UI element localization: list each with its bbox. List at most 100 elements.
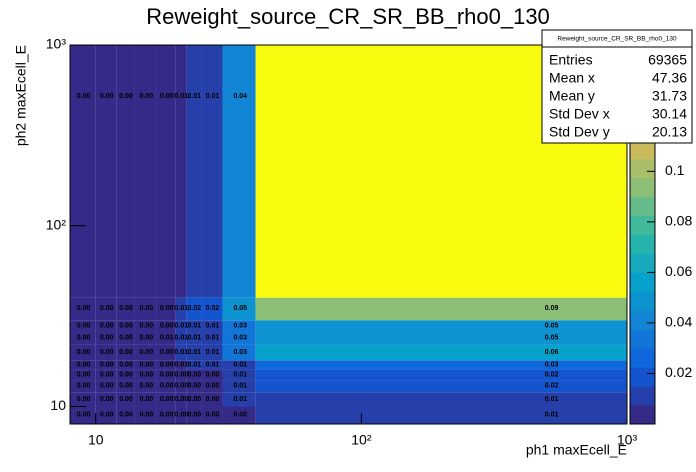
cell — [156, 344, 176, 361]
cell — [95, 45, 117, 298]
cell — [156, 297, 176, 321]
cell-label: 0.00 — [100, 335, 114, 342]
cell-label: 0.00 — [139, 93, 153, 100]
cell-label: 0.01 — [187, 335, 201, 342]
stats-label: Mean x — [549, 70, 595, 86]
cell-label: 0.00 — [77, 383, 91, 390]
cell — [175, 331, 187, 345]
cell — [134, 45, 157, 298]
x-tick-label: 10² — [351, 432, 372, 448]
cell-label: 0.00 — [77, 349, 91, 356]
cell-label: 0.00 — [139, 323, 153, 330]
cell — [255, 297, 627, 321]
cell — [186, 331, 202, 345]
cell — [116, 369, 135, 381]
cell — [175, 320, 187, 332]
stats-frame — [541, 29, 693, 144]
colorbar-band — [630, 177, 655, 198]
colorbar-band — [630, 291, 655, 311]
cell-label: 0.01 — [233, 383, 247, 390]
cell — [186, 320, 202, 332]
cell-label: 0.00 — [119, 383, 133, 390]
cell-label: 0.00 — [77, 372, 91, 379]
cell — [186, 344, 202, 361]
cell-label: 0.00 — [187, 412, 201, 419]
cell-label: 0.00 — [139, 383, 153, 390]
cell — [201, 331, 223, 345]
x-tick-label: 10 — [88, 432, 104, 448]
cell — [156, 392, 176, 407]
cell-label: 0.00 — [139, 305, 153, 312]
cell-label: 0.02 — [545, 372, 559, 379]
cell-label: 0.01 — [187, 362, 201, 369]
cell — [222, 406, 256, 424]
cell — [255, 344, 627, 361]
stats-value: 31.73 — [652, 88, 687, 104]
cell-label: 0.00 — [119, 362, 133, 369]
x-axis-title: ph1 maxEcell_E — [526, 442, 627, 458]
cell-label: 0.00 — [187, 396, 201, 403]
cell — [222, 45, 256, 298]
cell-label: 0.00 — [119, 335, 133, 342]
cell — [175, 380, 187, 393]
cell — [255, 320, 627, 332]
cell-label: 0.00 — [119, 349, 133, 356]
colorbar-band — [630, 310, 655, 330]
cell-label: 0.01 — [206, 362, 220, 369]
cell — [201, 320, 223, 332]
colorbar-band — [630, 405, 655, 425]
colorbar-band — [630, 367, 655, 387]
cell — [70, 360, 96, 370]
cell — [134, 406, 157, 424]
cell-label: 0.00 — [119, 93, 133, 100]
cell — [156, 331, 176, 345]
cell-label: 0.00 — [175, 372, 189, 379]
cell-label: 0.00 — [160, 362, 174, 369]
cell-label: 0.00 — [139, 349, 153, 356]
cell-label: 0.00 — [206, 372, 220, 379]
cell-label: 0.00 — [100, 372, 114, 379]
cell-label: 0.05 — [233, 305, 247, 312]
cell-label: 0.00 — [160, 383, 174, 390]
stats-value: 47.36 — [652, 70, 687, 86]
cell — [134, 320, 157, 332]
cell — [222, 331, 256, 345]
colorbar-tick-label: 0.02 — [665, 364, 692, 380]
cell — [134, 297, 157, 321]
cell — [95, 380, 117, 393]
cell-label: 0.00 — [77, 396, 91, 403]
cell-label: 0.03 — [233, 335, 247, 342]
cell-label: 0.05 — [545, 335, 559, 342]
y-tick-label: 10³ — [46, 36, 67, 52]
axes: 10 10² 10³ 10 10² 10³ — [46, 36, 638, 448]
cell-label: 0.00 — [139, 362, 153, 369]
cell — [95, 331, 117, 345]
cell-label: 0.01 — [175, 323, 189, 330]
cell — [116, 360, 135, 370]
cell-label: 0.03 — [233, 323, 247, 330]
y-tick-label: 10² — [46, 216, 67, 232]
stats-label: Mean y — [549, 88, 595, 104]
cell — [255, 360, 627, 370]
cell-label: 0.00 — [100, 383, 114, 390]
cell-label: 0.00 — [233, 412, 247, 419]
cell-label: 0.01 — [206, 93, 220, 100]
cell-label: 0.01 — [233, 362, 247, 369]
colorbar-band — [630, 196, 655, 217]
cell — [134, 360, 157, 370]
cell — [156, 406, 176, 424]
cell — [116, 45, 135, 298]
stats-box: Reweight_source_CR_SR_BB_rho0_130 Entrie… — [541, 29, 693, 144]
cell — [95, 392, 117, 407]
cell — [70, 344, 96, 361]
cell — [255, 380, 627, 393]
stats-value: 69365 — [648, 52, 687, 68]
cell-label: 0.00 — [100, 305, 114, 312]
cell — [70, 45, 96, 298]
cell — [222, 320, 256, 332]
cell-label: 0.00 — [119, 305, 133, 312]
cell-label: 0.01 — [187, 349, 201, 356]
cell — [70, 406, 96, 424]
cell — [95, 406, 117, 424]
cell-label: 0.00 — [77, 323, 91, 330]
